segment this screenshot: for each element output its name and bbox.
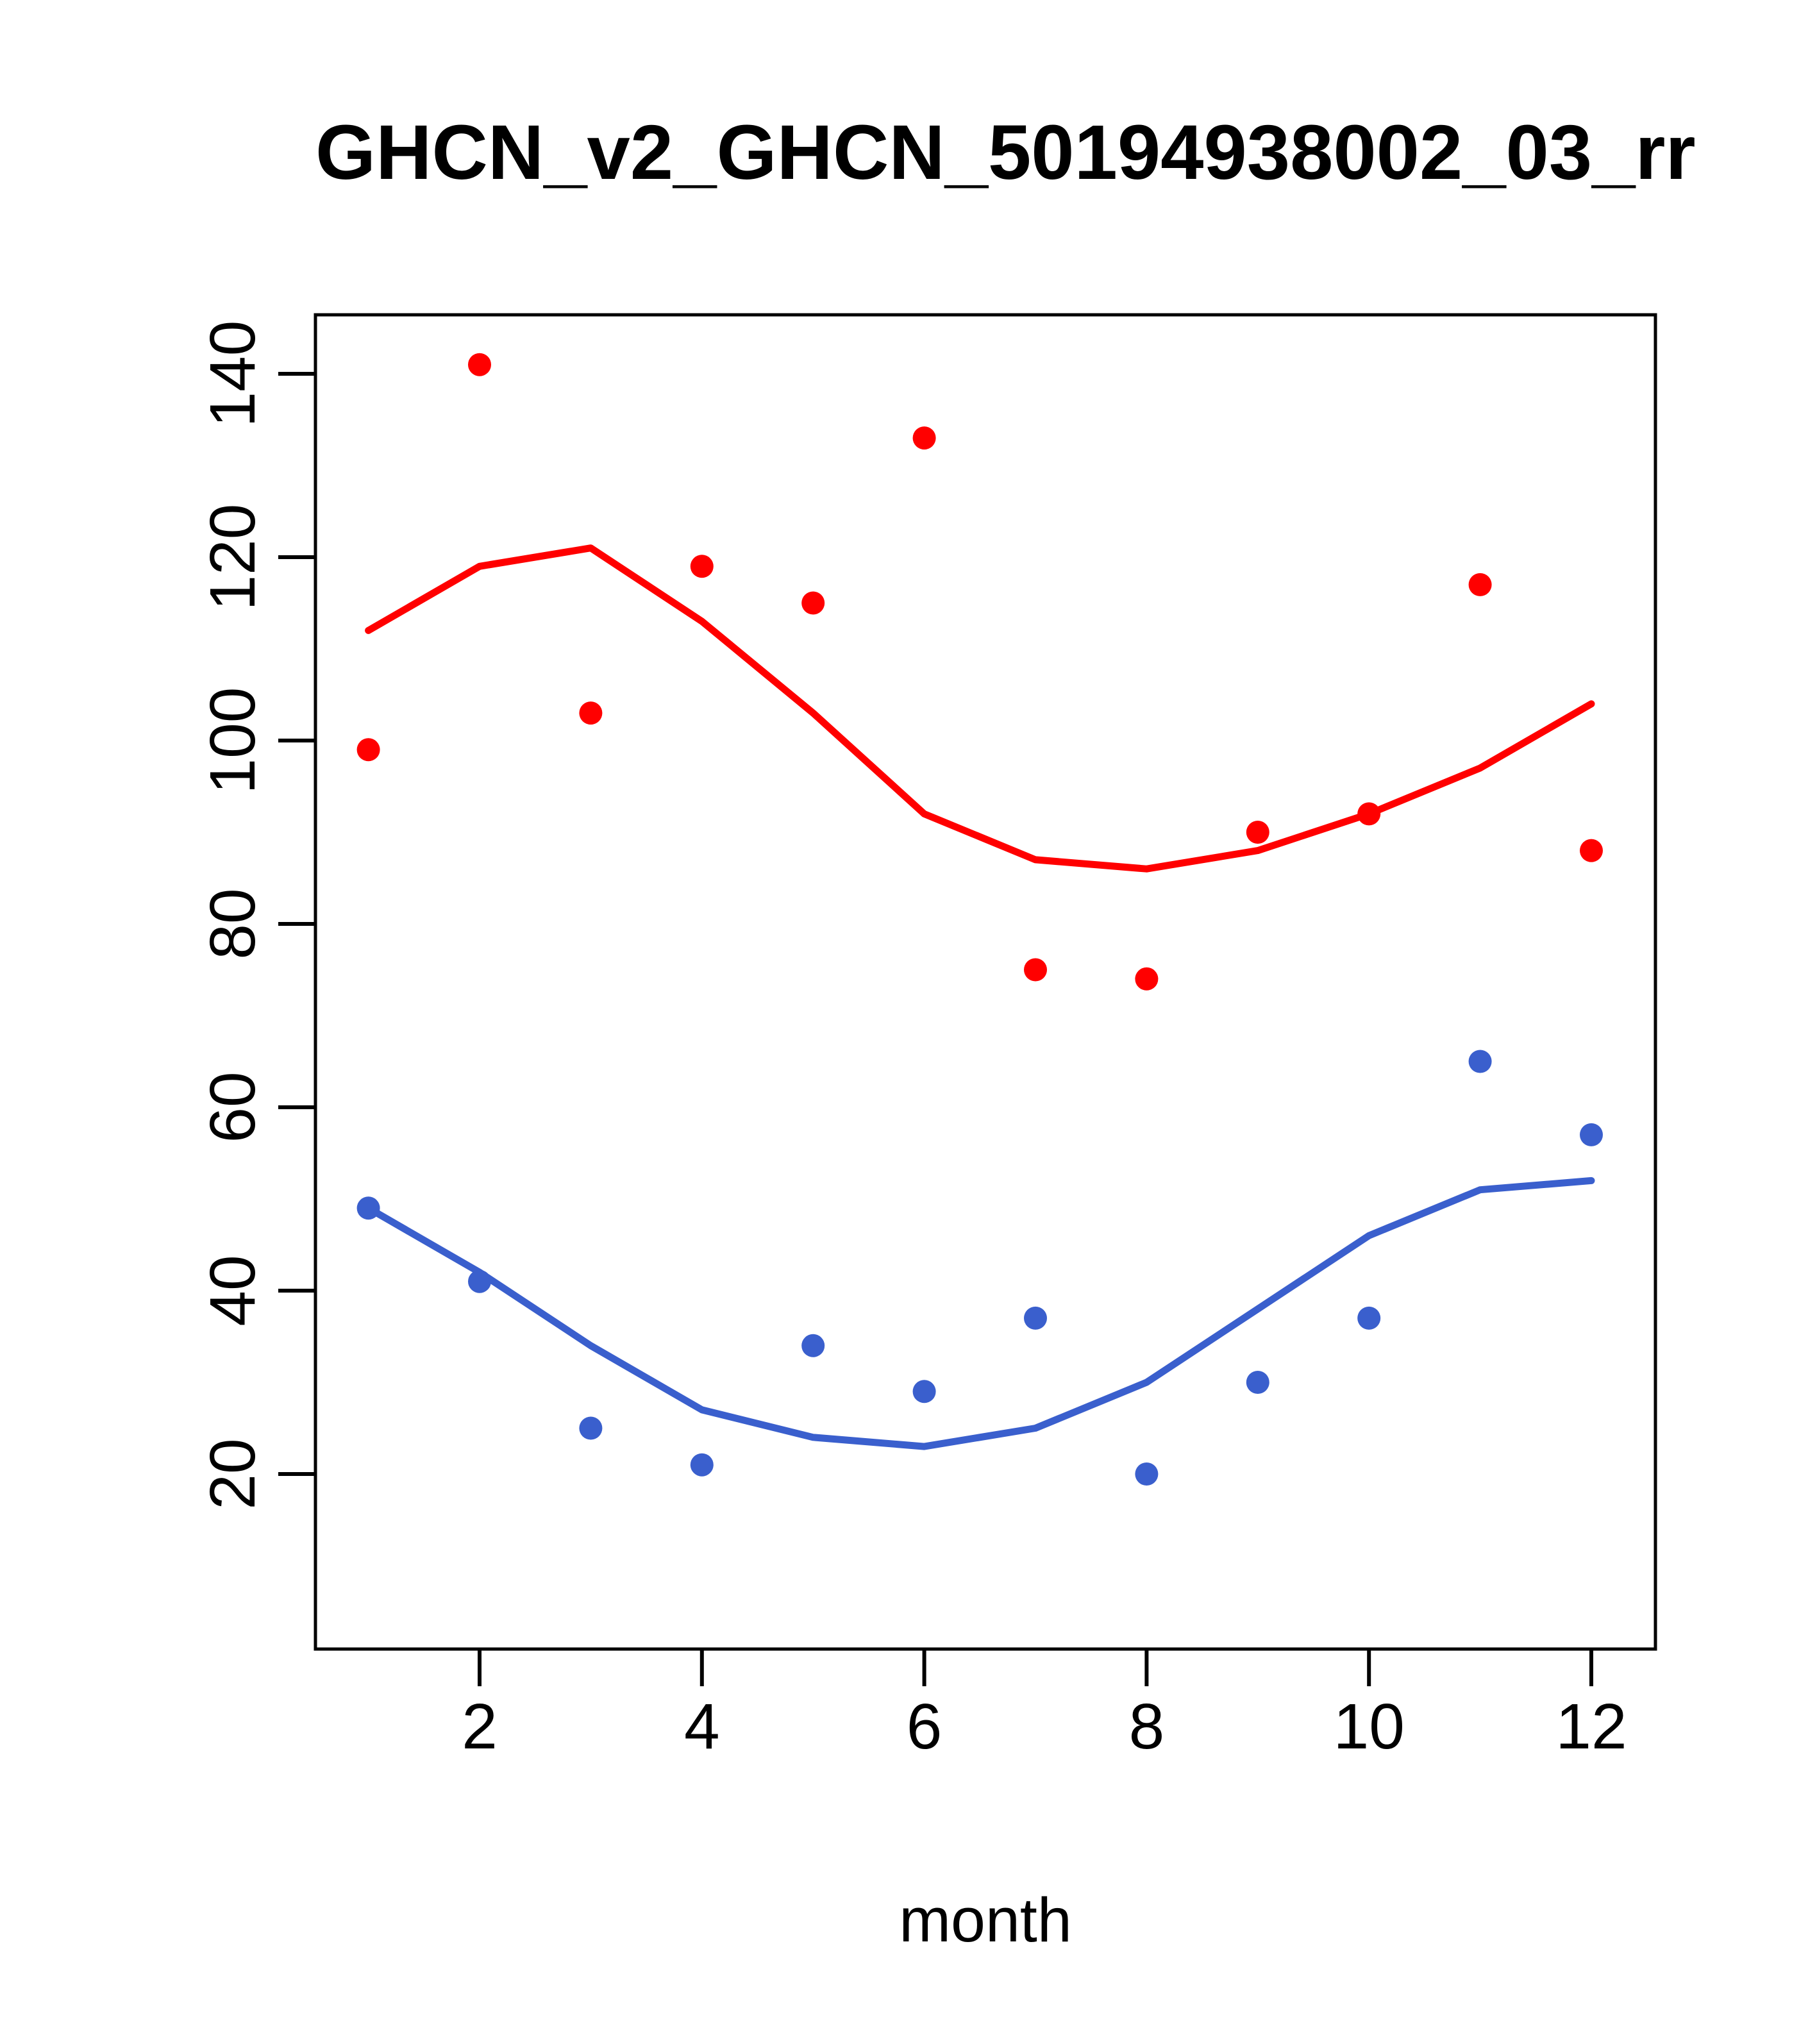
- svg-text:10: 10: [1334, 1691, 1405, 1763]
- svg-text:12: 12: [1555, 1691, 1627, 1763]
- svg-text:20: 20: [197, 1438, 269, 1509]
- svg-text:6: 6: [907, 1691, 942, 1763]
- svg-text:100: 100: [197, 687, 269, 794]
- svg-text:4: 4: [684, 1691, 720, 1763]
- svg-text:60: 60: [197, 1071, 269, 1143]
- svg-text:8: 8: [1129, 1691, 1165, 1763]
- svg-text:120: 120: [197, 504, 269, 611]
- svg-text:40: 40: [197, 1255, 269, 1326]
- svg-text:80: 80: [197, 888, 269, 959]
- svg-text:140: 140: [197, 321, 269, 428]
- svg-text:2: 2: [462, 1691, 498, 1763]
